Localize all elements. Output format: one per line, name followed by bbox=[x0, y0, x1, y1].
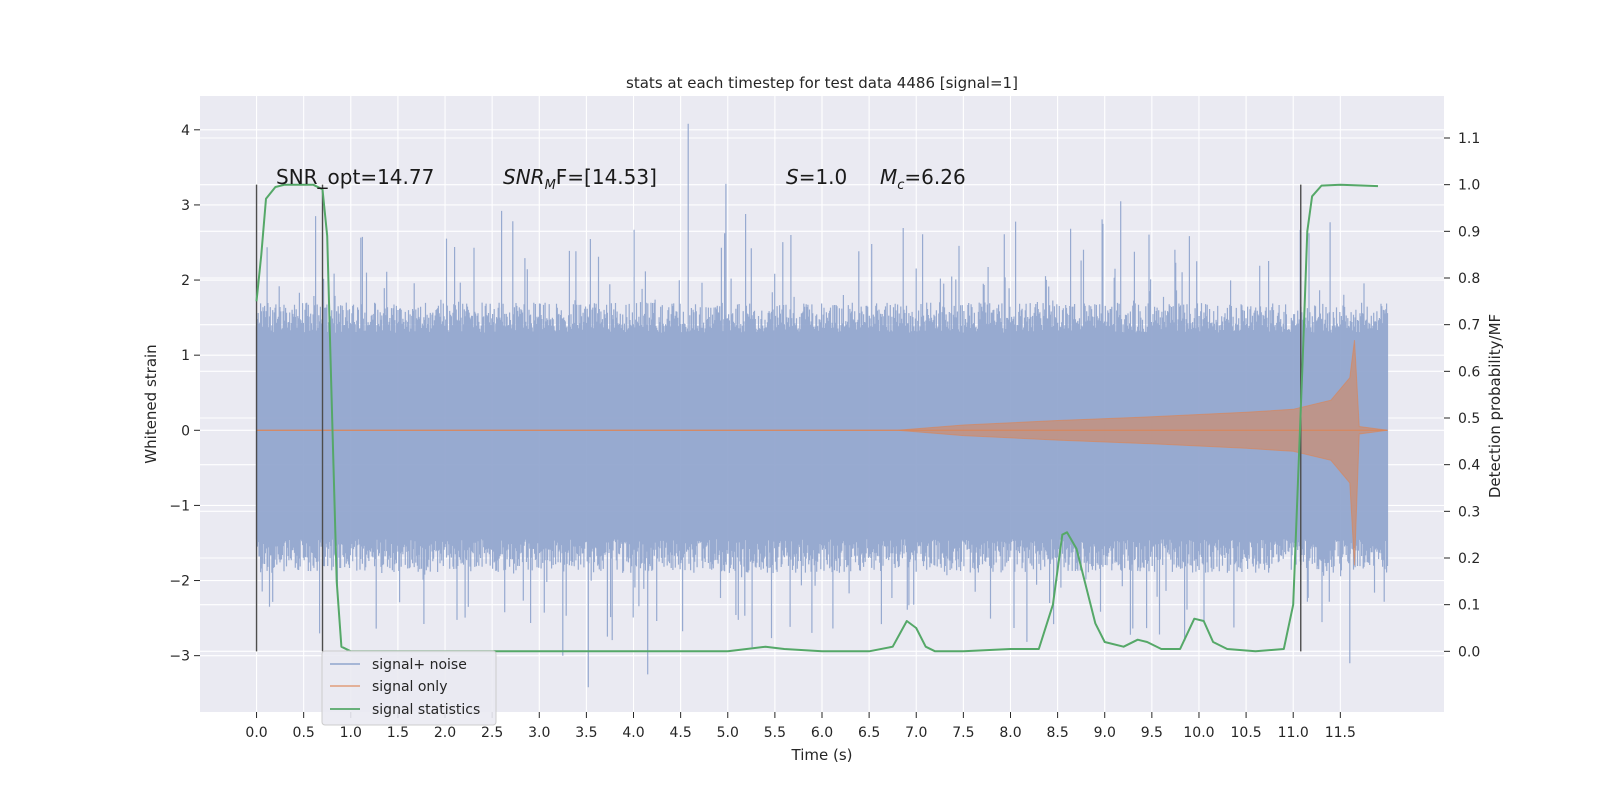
annotation-snr-mf-prefix: SNR bbox=[503, 165, 545, 189]
annotation-s-prefix: S bbox=[786, 165, 799, 189]
annotation-snr-opt: SNR_opt=14.77 bbox=[276, 165, 434, 189]
x-tick-label: 9.0 bbox=[1094, 725, 1116, 741]
y-right-tick-label: 0.6 bbox=[1458, 364, 1480, 380]
axes-ticks: 0.0 0.5 1.0 1.5 2.0 2.5 3.0 3.5 4.0 4.5 5.0 5.5 6.0 6… bbox=[169, 123, 1480, 741]
y-left-tick-label: 1 bbox=[181, 348, 190, 364]
legend-box bbox=[321, 650, 497, 726]
y-left-tick-label: 3 bbox=[181, 198, 190, 214]
y-right-tick-label: 0.5 bbox=[1458, 411, 1480, 427]
x-tick-label: 1.5 bbox=[387, 725, 409, 741]
annotation-snr-mf-subscript: M bbox=[545, 178, 556, 193]
legend-label-signal-noise: signal+ noise bbox=[372, 657, 467, 673]
annotation-snr-mf: SNRMF=[14.53] bbox=[503, 165, 657, 193]
x-tick-label: 3.0 bbox=[528, 725, 550, 741]
x-tick-label: 2.5 bbox=[481, 725, 503, 741]
x-tick-label: 11.0 bbox=[1278, 725, 1309, 741]
y-left-tick-label: −2 bbox=[169, 574, 190, 590]
x-tick-label: 7.5 bbox=[952, 725, 974, 741]
x-tick-label: 4.5 bbox=[670, 725, 692, 741]
y-axis-label-right: Detection probability/MF bbox=[1486, 314, 1504, 498]
y-right-tick-label: 0.8 bbox=[1458, 271, 1480, 287]
y-left-tick-label: 2 bbox=[181, 273, 190, 289]
annotation-snr-mf-value: F=[14.53] bbox=[556, 165, 657, 189]
y-left-tick-label: 0 bbox=[181, 423, 190, 439]
annotation-s-value: =1.0 bbox=[799, 165, 848, 189]
y-right-tick-label: 1.0 bbox=[1458, 178, 1480, 194]
x-tick-label: 6.0 bbox=[811, 725, 833, 741]
x-tick-label: 2.0 bbox=[434, 725, 456, 741]
x-tick-label: 11.5 bbox=[1325, 725, 1356, 741]
x-tick-label: 4.0 bbox=[622, 725, 644, 741]
y-right-tick-label: 0.1 bbox=[1458, 598, 1480, 614]
x-tick-label: 1.0 bbox=[340, 725, 362, 741]
x-tick-label: 0.5 bbox=[293, 725, 315, 741]
x-tick-label: 5.0 bbox=[717, 725, 739, 741]
x-tick-label: 7.0 bbox=[905, 725, 927, 741]
y-left-tick-label: −1 bbox=[169, 498, 190, 514]
y-right-tick-label: 0.9 bbox=[1458, 224, 1480, 240]
y-right-tick-label: 0.4 bbox=[1458, 458, 1480, 474]
legend-label-signal-only: signal only bbox=[372, 679, 447, 695]
annotation-mc: Mc=6.26 bbox=[880, 165, 966, 193]
x-tick-label: 5.5 bbox=[764, 725, 786, 741]
y-left-tick-label: −3 bbox=[169, 649, 190, 665]
x-tick-label: 6.5 bbox=[858, 725, 880, 741]
signal-only-series bbox=[256, 340, 1388, 566]
y-right-tick-label: 0.7 bbox=[1458, 318, 1480, 334]
y-right-tick-label: 0.0 bbox=[1458, 644, 1480, 660]
x-tick-label: 8.0 bbox=[999, 725, 1021, 741]
annotation-mc-subscript: c bbox=[897, 178, 904, 193]
x-tick-label: 9.5 bbox=[1141, 725, 1163, 741]
x-axis-label: Time (s) bbox=[791, 746, 853, 764]
y-right-tick-label: 0.2 bbox=[1458, 551, 1480, 567]
signal-statistics-series bbox=[255, 183, 1379, 653]
legend-label-signal-statistics: signal statistics bbox=[372, 702, 480, 718]
annotation-mc-value: =6.26 bbox=[904, 165, 965, 189]
annotation-mc-prefix: M bbox=[880, 165, 897, 189]
x-tick-label: 10.5 bbox=[1231, 725, 1262, 741]
chart-title: stats at each timestep for test data 448… bbox=[626, 74, 1018, 92]
x-tick-label: 3.5 bbox=[575, 725, 597, 741]
x-tick-label: 8.5 bbox=[1046, 725, 1068, 741]
x-tick-label: 10.0 bbox=[1183, 725, 1214, 741]
y-axis-label-left: Whitened strain bbox=[142, 344, 160, 463]
signal-statistics-line bbox=[255, 183, 1379, 653]
signal-only-envelope bbox=[256, 340, 1388, 566]
y-left-tick-label: 4 bbox=[181, 123, 190, 139]
annotation-s: S=1.0 bbox=[786, 165, 847, 189]
y-right-tick-label: 0.3 bbox=[1458, 504, 1480, 520]
x-tick-label: 0.0 bbox=[245, 725, 267, 741]
legend: signal+ noise signal only signal statist… bbox=[321, 650, 497, 726]
y-right-tick-label: 1.1 bbox=[1458, 131, 1480, 147]
